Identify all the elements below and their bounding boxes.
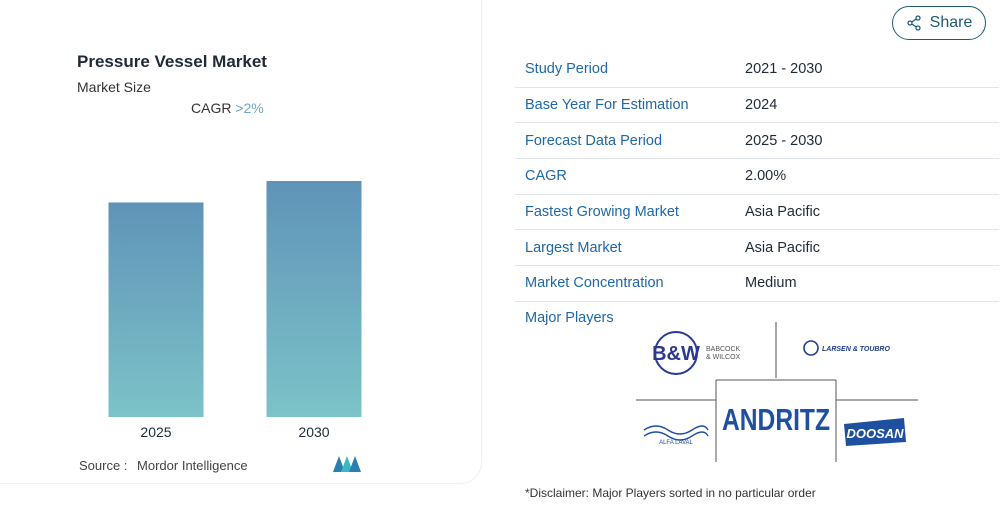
row-key: Forecast Data Period: [525, 132, 663, 149]
row-value: Medium: [745, 275, 797, 292]
svg-text:B&W: B&W: [652, 343, 700, 365]
babcock-wilcox-logo: B&W BABCOCK & WILCOX: [652, 331, 741, 375]
cagr-text: CAGR: [191, 100, 232, 116]
row-key: Market Concentration: [525, 275, 664, 292]
larsen-toubro-logo: LARSEN & TOUBRO: [803, 340, 890, 356]
doosan-logo: DOOSAN: [844, 418, 906, 446]
svg-text:BABCOCK: BABCOCK: [706, 346, 741, 353]
bar-2030: [266, 181, 362, 417]
source-value: Mordor Intelligence: [137, 458, 248, 473]
row-key: Fastest Growing Market: [525, 204, 679, 221]
chart-title: Pressure Vessel Market: [77, 52, 267, 71]
major-players-label: Major Players: [525, 310, 614, 326]
row-value: 2024: [745, 97, 778, 114]
svg-text:ALFA LAVAL: ALFA LAVAL: [659, 440, 693, 446]
row-value: Asia Pacific: [745, 204, 820, 221]
row-value: Asia Pacific: [745, 239, 820, 256]
row-key: Study Period: [525, 61, 609, 78]
bar-2025: [108, 202, 204, 417]
row-key: CAGR: [525, 168, 567, 185]
andritz-logo: ANDRITZ: [722, 402, 830, 437]
market-size-card: [0, 0, 482, 484]
cagr-label: CAGR >2%: [191, 100, 264, 116]
table-row: Fastest Growing Market Asia Pacific: [515, 195, 999, 231]
share-icon: [906, 15, 921, 31]
cagr-value: >2%: [235, 100, 264, 116]
table-row: CAGR 2.00%: [515, 159, 999, 195]
svg-text:& WILCOX: & WILCOX: [706, 354, 741, 361]
row-value: 2025 - 2030: [745, 132, 823, 149]
row-key: Largest Market: [525, 239, 622, 256]
svg-text:DOOSAN: DOOSAN: [846, 426, 904, 441]
market-info-table: Study Period 2021 - 2030 Base Year For E…: [515, 52, 999, 302]
svg-text:LARSEN & TOUBRO: LARSEN & TOUBRO: [822, 346, 890, 353]
mordor-intelligence-logo: [333, 456, 361, 472]
bar-chart: 2025 2030: [108, 181, 362, 440]
disclaimer-text: *Disclaimer: Major Players sorted in no …: [525, 486, 816, 500]
table-row: Base Year For Estimation 2024: [515, 88, 999, 124]
x-tick-label: 2025: [140, 424, 171, 440]
table-row: Market Concentration Medium: [515, 266, 999, 302]
row-key: Base Year For Estimation: [525, 97, 689, 114]
source-label: Source :: [79, 458, 128, 473]
table-row: Study Period 2021 - 2030: [515, 52, 999, 88]
x-tick-label: 2030: [298, 424, 329, 440]
row-value: 2.00%: [745, 168, 787, 185]
table-row: Largest Market Asia Pacific: [515, 230, 999, 267]
alfa-laval-logo: ALFA LAVAL: [643, 425, 709, 446]
share-button[interactable]: Share: [892, 6, 986, 40]
source-note: Source : Mordor Intelligence: [79, 458, 248, 473]
chart-subtitle: Market Size: [77, 79, 151, 95]
table-row: Forecast Data Period 2025 - 2030: [515, 123, 999, 160]
share-label: Share: [929, 14, 973, 31]
major-players-logos: B&W BABCOCK & WILCOX LARSEN & TOUBRO AND…: [636, 322, 918, 462]
row-value: 2021 - 2030: [745, 61, 823, 78]
